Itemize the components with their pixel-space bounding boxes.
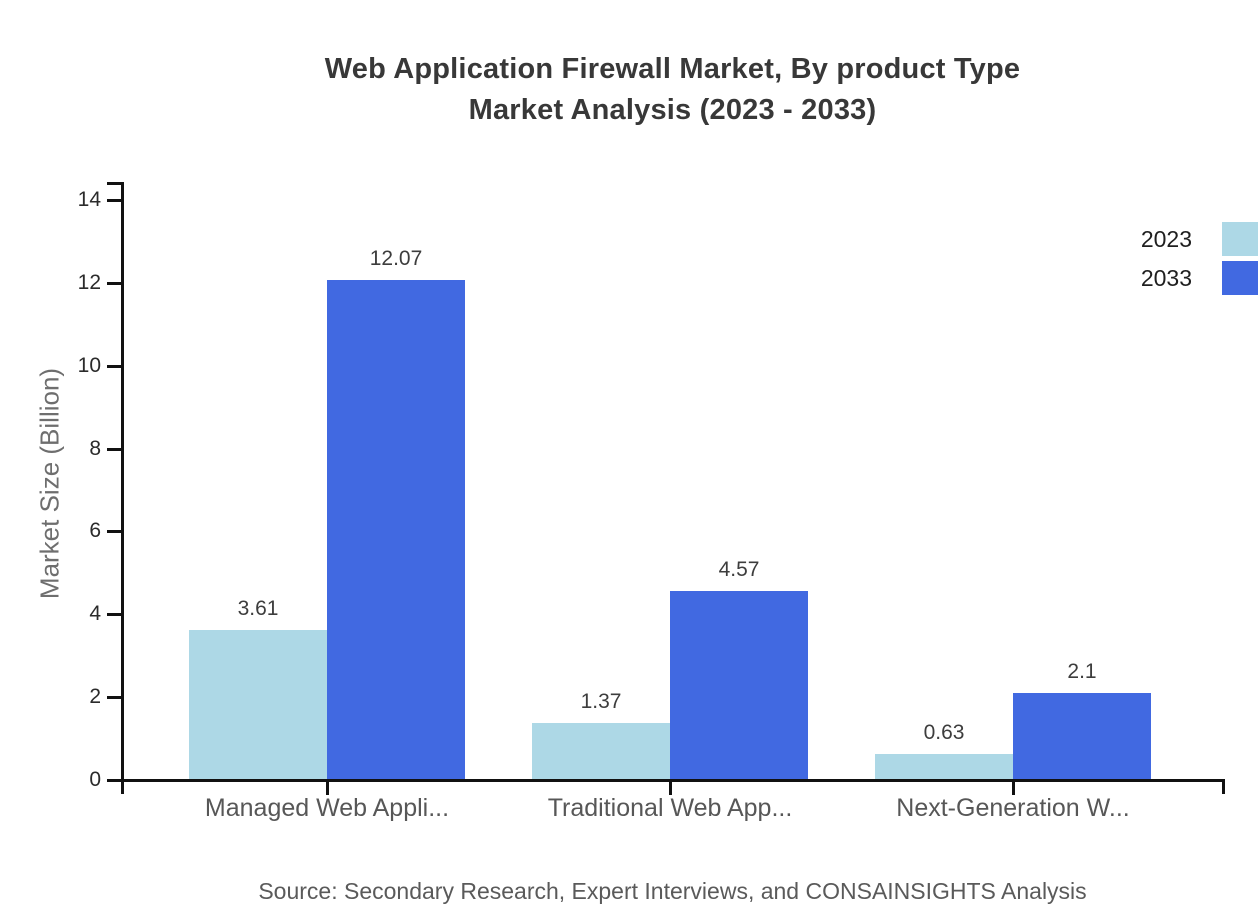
bar-2023-2 (532, 723, 670, 780)
y-axis-tick-2 (107, 696, 122, 700)
bar-2023-3 (875, 753, 1013, 780)
bar-value-label-2023-2: 1.37 (580, 690, 622, 714)
y-tick-label-14: 14 (77, 188, 101, 211)
x-axis-tick-3 (1012, 781, 1015, 795)
y-axis-tick-10 (107, 364, 122, 368)
y-tick-label-12: 12 (77, 270, 101, 294)
y-tick-label-10: 10 (77, 353, 101, 377)
y-axis-tick-6 (107, 530, 122, 534)
y-axis-title: Market Size (Billion) (34, 367, 65, 600)
y-axis-spine (121, 182, 124, 794)
x-axis-end-cap (1222, 779, 1225, 794)
y-tick-label-4: 4 (89, 602, 101, 626)
chart-title-line-2: Market Analysis (2023 - 2033) (468, 94, 877, 126)
x-axis-line (107, 779, 1225, 782)
bar-2023-1 (189, 630, 327, 780)
bar-value-label-2023-1: 3.61 (237, 597, 279, 621)
source-note: Source: Secondary Research, Expert Inter… (258, 878, 1087, 904)
bar-value-label-2023-3: 0.63 (923, 720, 965, 744)
category-label-1: Managed Web Appli... (204, 794, 450, 822)
bar-value-label-2033-3: 2.1 (1067, 660, 1097, 683)
y-axis-tick-14 (107, 199, 122, 202)
x-axis-tick-2 (669, 781, 672, 795)
y-tick-label-6: 6 (89, 519, 101, 543)
y-axis-tick-8 (107, 447, 122, 451)
bar-value-label-2033-1: 12.07 (369, 246, 423, 270)
y-axis-tick-12 (107, 281, 122, 285)
x-axis-tick-1 (326, 781, 329, 795)
bar-2033-1 (327, 279, 465, 780)
y-axis-top-cap (107, 182, 122, 185)
y-tick-label-8: 8 (89, 436, 101, 460)
legend-swatch-2023 (1222, 222, 1258, 256)
category-label-3: Next-Generation W... (896, 794, 1130, 822)
legend-label-2033: 2033 (1140, 265, 1192, 291)
category-label-2: Traditional Web App... (547, 794, 793, 822)
legend-swatch-2033 (1222, 261, 1258, 295)
bar-2033-2 (670, 590, 808, 780)
bar-value-label-2033-2: 4.57 (718, 557, 760, 581)
y-tick-label-0: 0 (89, 768, 101, 791)
y-tick-label-2: 2 (89, 685, 101, 709)
legend-label-2023: 2023 (1140, 226, 1192, 252)
chart-title-line-1: Web Application Firewall Market, By prod… (324, 53, 1021, 85)
bar-2033-3 (1013, 693, 1151, 780)
y-axis-tick-4 (107, 613, 122, 617)
